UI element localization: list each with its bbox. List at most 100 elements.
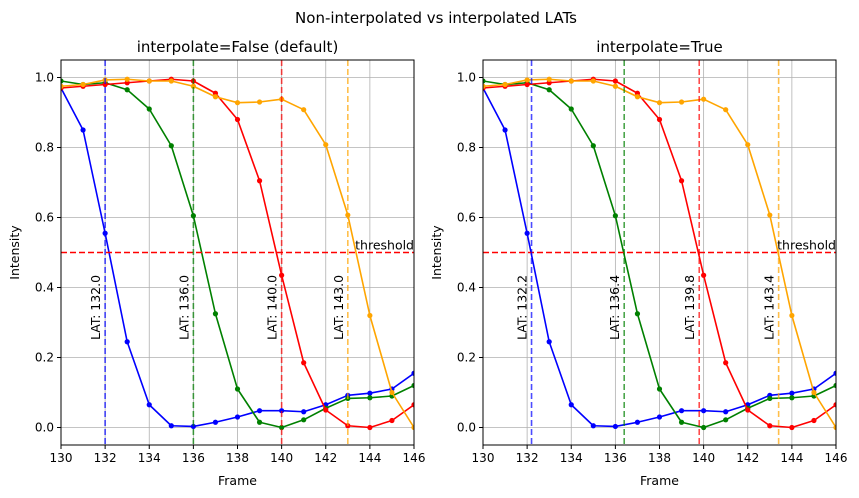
data-point xyxy=(61,83,64,89)
data-point xyxy=(833,424,836,431)
data-point xyxy=(546,339,552,345)
data-point xyxy=(833,402,836,408)
data-point xyxy=(656,386,663,392)
x-tick-label: 146 xyxy=(403,451,426,465)
data-point xyxy=(234,386,241,392)
data-point xyxy=(789,424,795,431)
data-point xyxy=(168,78,174,84)
data-point xyxy=(124,339,130,345)
lat-label: LAT: 132.0 xyxy=(88,275,103,340)
data-point xyxy=(234,116,241,123)
data-point xyxy=(279,408,285,414)
y-tick-label: 0.6 xyxy=(35,211,54,225)
data-point xyxy=(745,142,751,148)
y-tick-label: 0.2 xyxy=(457,351,476,365)
data-point xyxy=(524,81,530,88)
data-point xyxy=(590,423,596,429)
y-tick-label: 0.4 xyxy=(35,281,54,295)
data-point xyxy=(212,94,219,100)
lat-label: LAT: 143.4 xyxy=(762,275,777,340)
chart-panel-left: threshold LAT: 132.0 LAT: 136.0 LAT: 140.0 L… xyxy=(7,38,425,488)
x-tick-label: 142 xyxy=(314,451,337,465)
data-point xyxy=(833,382,836,389)
data-point xyxy=(723,409,729,415)
data-point xyxy=(301,360,307,366)
data-point xyxy=(568,78,574,84)
data-point xyxy=(568,402,574,408)
data-point xyxy=(789,312,795,319)
data-point xyxy=(323,407,329,413)
x-axis-label: Frame xyxy=(218,473,257,488)
x-tick-label: 130 xyxy=(50,451,73,465)
data-point xyxy=(367,395,373,401)
data-point xyxy=(234,414,241,420)
data-point xyxy=(656,414,663,420)
data-point xyxy=(656,100,663,106)
data-point xyxy=(701,408,707,414)
x-tick-label: 144 xyxy=(780,451,803,465)
data-point xyxy=(256,419,263,425)
data-point xyxy=(723,417,729,423)
data-point xyxy=(502,127,508,133)
data-point xyxy=(411,402,414,408)
data-point xyxy=(411,370,414,376)
data-point xyxy=(723,107,729,113)
data-point xyxy=(483,78,486,84)
data-point xyxy=(678,99,685,105)
x-tick-label: 134 xyxy=(560,451,583,465)
plot-area xyxy=(483,60,836,445)
data-point xyxy=(323,142,329,148)
data-point xyxy=(301,409,307,415)
data-point xyxy=(168,143,174,149)
x-tick-label: 130 xyxy=(472,451,495,465)
data-point xyxy=(367,312,373,319)
data-point xyxy=(701,96,707,102)
data-point xyxy=(61,78,64,84)
plot-area xyxy=(61,60,414,445)
data-point xyxy=(524,230,530,236)
data-point xyxy=(256,408,263,414)
x-tick-label: 140 xyxy=(692,451,715,465)
x-tick-label: 138 xyxy=(226,451,249,465)
data-point xyxy=(411,424,414,431)
data-point xyxy=(146,106,152,112)
lat-label: LAT: 140.0 xyxy=(265,275,280,340)
data-point xyxy=(367,390,373,396)
y-tick-label: 1.0 xyxy=(457,71,476,85)
threshold-label: threshold xyxy=(777,238,836,253)
data-point xyxy=(524,77,530,83)
lat-label: LAT: 136.0 xyxy=(176,275,191,340)
data-point xyxy=(168,423,174,429)
y-tick-label: 0.0 xyxy=(457,421,476,435)
lat-label: LAT: 143.0 xyxy=(331,275,346,340)
y-axis-label: Intensity xyxy=(7,225,22,280)
data-point xyxy=(146,402,152,408)
data-point xyxy=(212,311,219,317)
data-point xyxy=(767,395,773,402)
data-point xyxy=(745,407,751,413)
data-point xyxy=(789,390,795,396)
panel-title: interpolate=True xyxy=(596,38,723,56)
x-tick-label: 142 xyxy=(736,451,759,465)
x-tick-label: 132 xyxy=(516,451,539,465)
y-axis-label: Intensity xyxy=(429,225,444,280)
figure-suptitle: Non-interpolated vs interpolated LATs xyxy=(295,9,577,27)
x-tick-label: 134 xyxy=(138,451,161,465)
threshold-label: threshold xyxy=(355,238,414,253)
x-tick-label: 138 xyxy=(648,451,671,465)
data-point xyxy=(502,81,508,88)
data-point xyxy=(656,116,663,123)
lat-label: LAT: 139.8 xyxy=(682,275,697,340)
data-point xyxy=(546,87,552,93)
x-tick-label: 136 xyxy=(182,451,205,465)
data-point xyxy=(80,81,86,88)
data-point xyxy=(833,370,836,376)
data-point xyxy=(634,94,641,100)
data-point xyxy=(701,272,707,278)
lat-label: LAT: 136.4 xyxy=(607,275,622,340)
data-point xyxy=(612,83,618,89)
y-tick-label: 0.4 xyxy=(457,281,476,295)
data-point xyxy=(678,178,685,184)
data-point xyxy=(767,212,773,218)
